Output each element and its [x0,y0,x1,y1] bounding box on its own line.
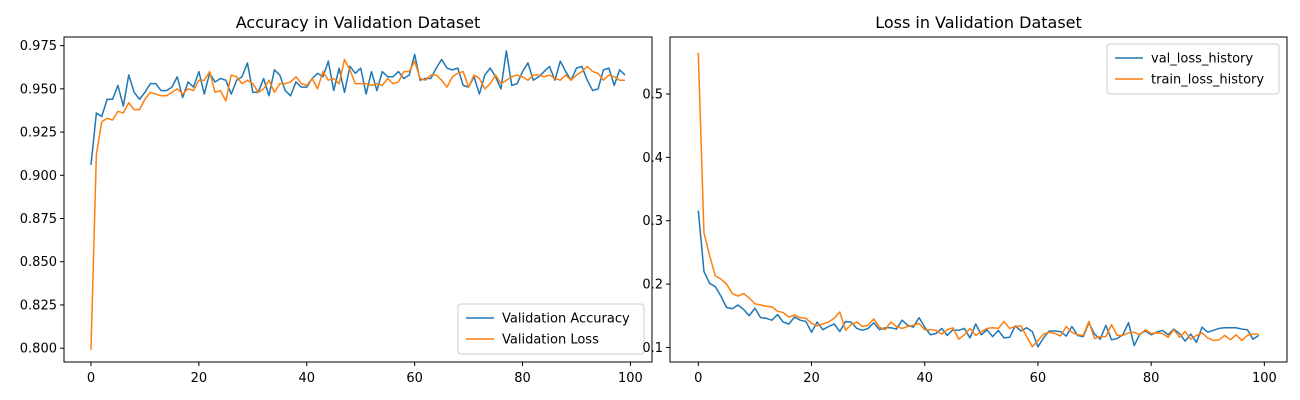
accuracy-ytick-label: 0.850 [20,255,57,270]
loss-chart: Loss in Validation Dataset 0 20 40 60 80 100 0.… [642,13,1288,386]
loss-series-line-0 [697,210,1260,348]
accuracy-legend: Validation Accuracy Validation Loss [457,303,645,355]
legend-label-0: val_loss_history [1151,52,1253,67]
loss-xtick-label: 60 [1030,371,1047,386]
loss-ytick-label: 0.5 [642,88,663,103]
accuracy-ytick-label: 0.825 [20,298,57,313]
loss-ytick-label: 0.2 [642,278,663,293]
accuracy-xtick-label: 60 [406,371,423,386]
loss-ytick-label: 0.3 [642,214,663,229]
legend-box [1106,43,1280,95]
loss-chart-title: Loss in Validation Dataset [875,13,1082,32]
legend-label-0: Validation Accuracy [502,312,630,327]
accuracy-ytick-label: 0.875 [20,212,57,227]
loss-xtick-label: 80 [1143,371,1160,386]
accuracy-series-line-1 [90,58,626,350]
loss-xtick-label: 40 [916,371,933,386]
loss-xtick-label: 20 [803,371,820,386]
loss-ytick-label: 0.4 [642,151,663,166]
legend-label-1: Validation Loss [502,333,599,348]
accuracy-axes-frame [63,36,653,363]
legend-box [457,303,645,355]
loss-series-line-1 [697,52,1259,348]
accuracy-chart-title: Accuracy in Validation Dataset [236,13,481,32]
accuracy-series-line-0 [90,50,626,166]
accuracy-chart: Accuracy in Validation Dataset 0 20 40 60 80 1… [20,13,653,386]
accuracy-xtick-label: 40 [298,371,315,386]
accuracy-ytick-label: 0.925 [20,126,57,141]
loss-xtick-label: 0 [694,371,702,386]
accuracy-xtick-label: 100 [618,371,643,386]
legend-label-1: train_loss_history [1151,73,1264,88]
accuracy-xtick-label: 20 [191,371,208,386]
loss-axes-frame [669,36,1288,363]
accuracy-xtick-label: 80 [514,371,531,386]
loss-xtick-label: 100 [1252,371,1277,386]
accuracy-ytick-label: 0.950 [20,82,57,97]
accuracy-xtick-label: 0 [87,371,95,386]
loss-ytick-label: 0.1 [642,341,663,356]
accuracy-ytick-label: 0.900 [20,169,57,184]
loss-legend: val_loss_history train_loss_history [1106,43,1280,95]
accuracy-ytick-label: 0.975 [20,39,57,54]
accuracy-ytick-label: 0.800 [20,342,57,357]
